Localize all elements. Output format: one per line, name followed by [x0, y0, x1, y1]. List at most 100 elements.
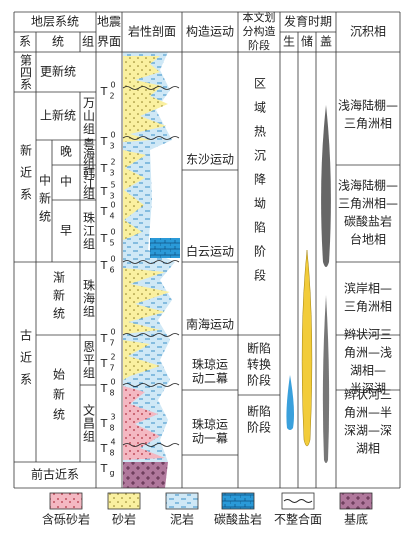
- horizon-name: T: [100, 382, 108, 395]
- horizon-sub: 2: [109, 92, 114, 101]
- series: 更新统: [40, 64, 76, 79]
- header: 本文划: [243, 10, 276, 24]
- reservoir-period: [301, 249, 313, 447]
- tectonic-movement: 南海运动: [186, 317, 234, 332]
- facies: 碳酸盐岩: [344, 214, 392, 229]
- legend-swatch: [165, 492, 199, 510]
- series: 始新统: [52, 368, 66, 428]
- horizon-sup: 0: [110, 378, 115, 387]
- horizon-name: T: [100, 259, 108, 272]
- horizon-sup: 0: [110, 81, 115, 90]
- header: 阶段: [248, 38, 270, 52]
- horizon-sup: 2: [110, 158, 115, 167]
- tectonic-stage: 转换: [247, 357, 271, 372]
- horizon-name: T: [100, 417, 108, 430]
- tectonic-stage: 阶段: [247, 420, 271, 435]
- header: 系: [19, 35, 31, 49]
- horizon-sub: 3: [109, 192, 114, 201]
- tectonic-movement: 东沙运动: [186, 153, 234, 167]
- legend-label: 砂岩: [112, 512, 136, 527]
- tectonic-movement: 动一幕: [192, 432, 228, 446]
- tectonic-stage: 断陷: [247, 341, 271, 356]
- horizon-sub: 7: [109, 364, 114, 373]
- horizon-sub: 3: [109, 142, 114, 151]
- header: 分构造: [243, 24, 276, 38]
- unconformity: [122, 443, 180, 447]
- series: 中新统: [38, 173, 52, 228]
- horizon-sub: 8: [109, 389, 114, 398]
- horizon-sup: 3: [110, 413, 115, 422]
- facies: 辫状河三: [344, 328, 392, 342]
- tectonic-stage: 区域热沉降坳陷阶段: [253, 77, 267, 293]
- horizon-sup: 2: [110, 353, 115, 362]
- horizon-name: T: [100, 135, 108, 148]
- table-text: 地层系统系统组地震界面岩性剖面 构造运动本文划分构造阶段发育时期生储盖沉积相第四系…: [19, 10, 399, 482]
- unconformity: [122, 260, 180, 264]
- legend-label: 不整合面: [274, 512, 322, 527]
- unconformity: [122, 136, 180, 140]
- unconformity: [122, 86, 180, 90]
- legend-swatch: [221, 492, 255, 510]
- system: 第四系: [19, 54, 33, 90]
- source-period: [286, 375, 294, 430]
- header: 盖: [320, 35, 332, 49]
- header: 发育时期: [284, 14, 332, 29]
- unconformity: [122, 383, 180, 387]
- facies: 浅海陆棚—: [338, 98, 398, 113]
- series: 上新统: [40, 108, 76, 123]
- horizon-sup: 0: [110, 228, 115, 237]
- system: 新近系: [19, 143, 33, 210]
- header: 统: [52, 35, 64, 49]
- facies: 角洲—浅: [344, 346, 392, 360]
- formation: 韩江组: [82, 166, 96, 199]
- legend-swatch: [339, 492, 373, 510]
- legend-wave: [283, 499, 313, 503]
- facies: 深湖—深: [344, 423, 392, 438]
- header: 岩性剖面: [128, 24, 176, 39]
- facies: 浅海陆棚—: [338, 178, 398, 193]
- lithology-profile: [123, 52, 180, 488]
- system: 古近系: [19, 328, 33, 395]
- header: 沉积相: [350, 25, 386, 39]
- pre-stratum: 前古近系: [31, 467, 79, 482]
- horizon-sub: g: [109, 469, 114, 478]
- legend-swatch: [107, 492, 141, 510]
- horizon-sup: 0: [110, 131, 115, 140]
- formation: 珠江组: [82, 211, 96, 250]
- header: 地震: [97, 15, 121, 29]
- horizon-name: T: [100, 85, 108, 98]
- horizon-sub: 4: [109, 212, 114, 221]
- facies: 三角洲相: [344, 117, 392, 131]
- facies: 湖相—: [350, 363, 386, 378]
- series-part: 早: [60, 224, 72, 238]
- horizon-name: T: [100, 185, 108, 198]
- legend-label: 碳酸盐岩: [214, 512, 262, 527]
- horizon-sub: 7: [109, 339, 114, 348]
- horizon-name: T: [100, 442, 108, 455]
- header: 地层系统: [31, 15, 79, 29]
- horizon-name: T: [100, 162, 108, 175]
- legend-label: 含砾砂岩: [42, 512, 90, 527]
- facies: 滨岸相—: [344, 281, 392, 296]
- header: 储: [301, 34, 313, 49]
- formation: 恩平组: [82, 340, 96, 379]
- horizon-sub: 8: [109, 424, 114, 433]
- series: 渐新统: [52, 271, 66, 325]
- header: 构造运动: [186, 24, 234, 39]
- header: 界面: [97, 35, 121, 49]
- legend-label: 泥岩: [170, 512, 194, 527]
- facies: 角洲—半: [344, 406, 392, 420]
- horizon-name: T: [100, 357, 108, 370]
- header: 组: [82, 35, 94, 49]
- tectonic-stage: 断陷: [247, 404, 271, 419]
- cap-period: [322, 295, 330, 463]
- facies: 辫状河三: [344, 388, 392, 402]
- facies: 三角洲相—: [338, 197, 398, 211]
- legend-swatch: [49, 492, 83, 510]
- table-grid: [13, 11, 401, 489]
- tectonic-movement: 白云运动: [186, 244, 234, 259]
- legend-label: 基底: [344, 512, 368, 527]
- facies: 三角洲相: [344, 300, 392, 314]
- horizon-sup: 0: [110, 328, 115, 337]
